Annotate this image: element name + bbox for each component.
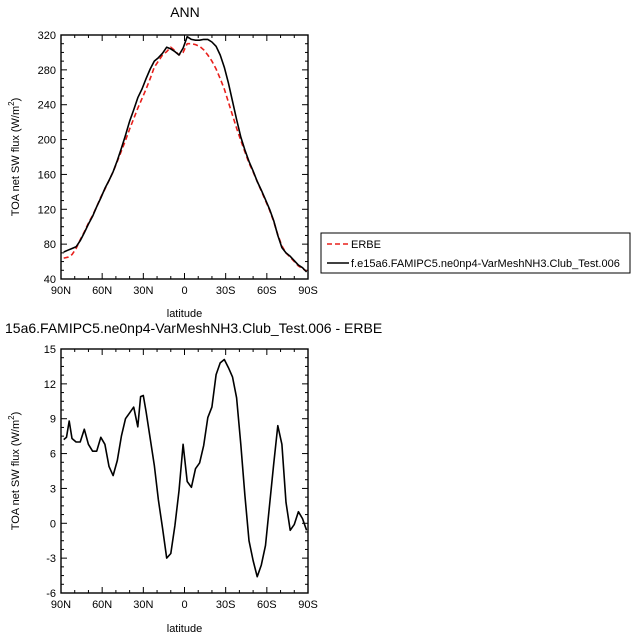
bottom-x-tick-label: 30S	[216, 599, 236, 611]
bottom-x-tick-label: 60S	[257, 599, 277, 611]
bottom-x-tick-label: 90S	[298, 599, 318, 611]
top-x-tick-label: 60N	[92, 285, 112, 297]
top-axis-ticks	[60, 34, 309, 280]
bottom-y-axis-label-main: TOA net SW flux (W/m	[10, 420, 22, 530]
legend-label-model: f.e15a6.FAMIPC5.ne0np4-VarMeshNH3.Club_T…	[351, 258, 620, 270]
top-y-tick-label: 280	[38, 65, 56, 77]
top-x-tick-label: 90S	[298, 285, 318, 297]
bottom-y-tick-label: 3	[50, 483, 56, 495]
top-y-tick-label: 160	[38, 169, 56, 181]
bottom-y-axis-label-sup: 2	[7, 415, 16, 420]
top-y-tick-label: 40	[44, 274, 56, 286]
bottom-y-tick-label: 6	[50, 449, 56, 461]
bottom-series-group	[63, 358, 308, 578]
bottom-y-tick-label: 9	[50, 414, 56, 426]
bottom-chart-title: 15a6.FAMIPC5.ne0np4-VarMeshNH3.Club_Test…	[5, 320, 382, 336]
top-y-axis-label: TOA net SW flux (W/m2)	[7, 98, 22, 217]
top-plot-frame	[60, 34, 309, 280]
top-x-tick-label: 60S	[257, 285, 277, 297]
bottom-panel: 15a6.FAMIPC5.ne0np4-VarMeshNH3.Club_Test…	[5, 320, 382, 635]
bottom-y-axis-label: TOA net SW flux (W/m2)	[7, 412, 22, 531]
bottom-x-axis-label: latitude	[167, 623, 202, 635]
top-x-tick-label: 30N	[133, 285, 153, 297]
bottom-x-tick-label: 0	[181, 599, 187, 611]
bottom-series-line-0	[63, 358, 308, 578]
top-y-tick-label: 320	[38, 30, 56, 42]
top-y-tick-label: 120	[38, 204, 56, 216]
top-tick-labels: 90N 60N 30N 0 30S 60S 90S 40 80 120 160 200 240 280 32…	[38, 30, 318, 297]
top-chart-title: ANN	[170, 4, 200, 20]
legend: ERBE f.e15a6.FAMIPC5.ne0np4-VarMeshNH3.C…	[320, 232, 631, 274]
top-series-group	[63, 35, 308, 273]
bottom-x-tick-label: 60N	[92, 599, 112, 611]
legend-label-erbe: ERBE	[351, 239, 381, 251]
bottom-y-axis-label-close: )	[10, 412, 22, 416]
top-y-tick-label: 200	[38, 135, 56, 147]
top-y-tick-label: 240	[38, 100, 56, 112]
bottom-x-tick-label: 90N	[51, 599, 71, 611]
bottom-axis-ticks	[60, 348, 309, 594]
top-x-tick-label: 30S	[216, 285, 236, 297]
bottom-y-tick-label: -3	[46, 553, 56, 565]
top-series-line-1	[63, 35, 308, 273]
bottom-tick-labels: 90N 60N 30N 0 30S 60S 90S -6 -3 0 3 6 9 12 15	[44, 344, 318, 611]
top-x-axis-label: latitude	[167, 308, 202, 320]
bottom-plot-frame	[60, 348, 309, 594]
bottom-x-tick-label: 30N	[133, 599, 153, 611]
legend-box	[320, 232, 631, 274]
top-x-tick-label: 90N	[51, 285, 71, 297]
top-x-tick-label: 0	[181, 285, 187, 297]
bottom-y-tick-label: 15	[44, 344, 56, 356]
top-y-axis-label-sup: 2	[7, 101, 16, 106]
top-y-tick-label: 80	[44, 239, 56, 251]
top-panel: ANN 90N 60N 30N 0 30S 60S 90S 40 80 120 160 200 240 2…	[7, 4, 631, 320]
top-series-line-0	[63, 42, 308, 272]
bottom-y-tick-label: 12	[44, 379, 56, 391]
bottom-y-tick-label: -6	[46, 588, 56, 600]
bottom-y-tick-label: 0	[50, 518, 56, 530]
top-y-axis-label-main: TOA net SW flux (W/m	[10, 106, 22, 216]
top-y-axis-label-close: )	[10, 98, 22, 102]
